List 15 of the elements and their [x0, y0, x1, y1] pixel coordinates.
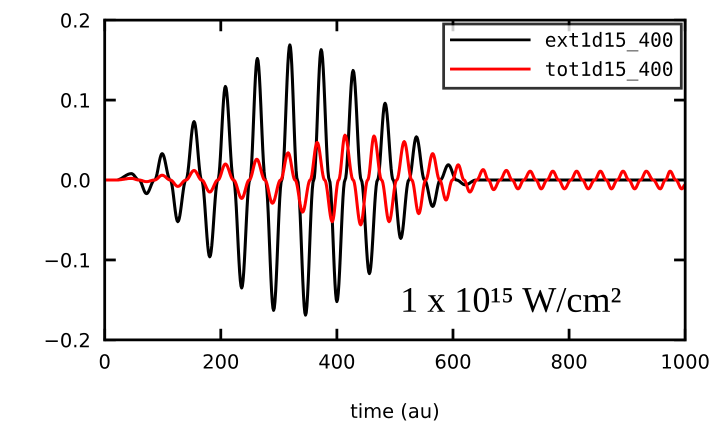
annotation: 1 x 10¹⁵ W/cm² — [403, 288, 620, 312]
x-tick-label: 200 — [204, 354, 238, 369]
x-tick-label: 800 — [552, 354, 586, 369]
y-tick-label: 0.2 — [61, 13, 89, 28]
x-tick-label: 600 — [436, 354, 470, 369]
x-axis-title: time (au) — [350, 403, 438, 420]
x-tick-label: 0 — [100, 354, 110, 369]
y-tick-label: 0.0 — [61, 172, 90, 188]
y-tick-label: −0.2 — [46, 332, 89, 348]
x-tick-label: 400 — [319, 354, 354, 369]
y-tick-label: 0.1 — [61, 93, 90, 108]
legend-label: tot1d15_400 — [546, 61, 672, 80]
legend-label: ext1d15_400 — [546, 32, 672, 52]
x-tick-label: 1000 — [662, 354, 709, 369]
y-tick-label: −0.1 — [46, 252, 90, 268]
